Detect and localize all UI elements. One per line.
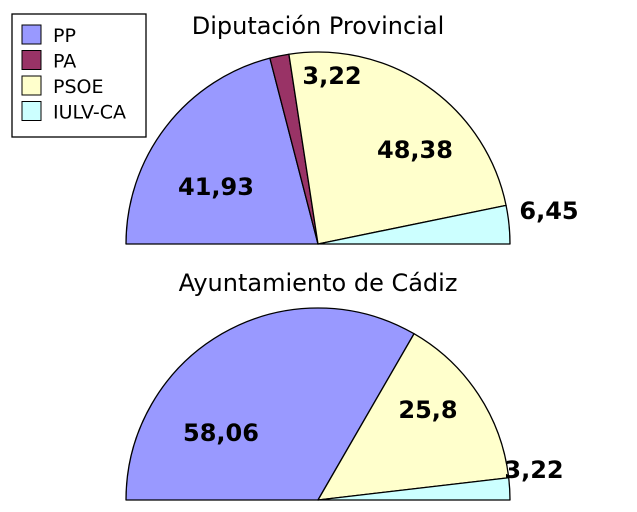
slice-iulv-ca bbox=[317, 477, 511, 501]
legend-label: PA bbox=[53, 51, 76, 73]
slice-psoe bbox=[288, 51, 507, 245]
legend-swatch bbox=[21, 75, 42, 96]
slice-pp bbox=[125, 57, 319, 245]
data-label: 41,93 bbox=[178, 173, 254, 201]
slice-iulv-ca bbox=[317, 204, 511, 245]
data-label: 3,22 bbox=[302, 62, 361, 90]
data-label: 6,45 bbox=[519, 197, 578, 225]
legend-label: IULV-CA bbox=[53, 102, 126, 124]
data-label: 58,06 bbox=[183, 419, 259, 447]
chart-title: Diputación Provincial bbox=[192, 12, 445, 40]
legend-item: PA bbox=[21, 50, 76, 73]
slice-pp bbox=[125, 307, 415, 501]
data-label: 3,22 bbox=[504, 456, 563, 484]
legend-item: IULV-CA bbox=[21, 101, 126, 124]
legend-item: PSOE bbox=[21, 75, 103, 98]
legend: PP PA PSOE IULV-CA bbox=[11, 13, 147, 138]
data-label: 25,8 bbox=[398, 396, 457, 424]
slice-psoe bbox=[317, 333, 510, 501]
legend-swatch bbox=[21, 24, 42, 45]
legend-swatch bbox=[21, 101, 42, 121]
semicircle-chart: Ayuntamiento de Cádiz 58,06 25,8 3,22 bbox=[125, 269, 564, 501]
legend-label: PP bbox=[53, 25, 76, 47]
legend-swatch bbox=[21, 50, 42, 70]
data-label: 48,38 bbox=[377, 136, 453, 164]
legend-item: PP bbox=[21, 24, 76, 47]
legend-label: PSOE bbox=[53, 76, 103, 98]
semicircle-chart: Diputación Provincial 41,93 3,22 48,38 6,45 bbox=[125, 12, 579, 245]
chart-title: Ayuntamiento de Cádiz bbox=[179, 269, 458, 297]
